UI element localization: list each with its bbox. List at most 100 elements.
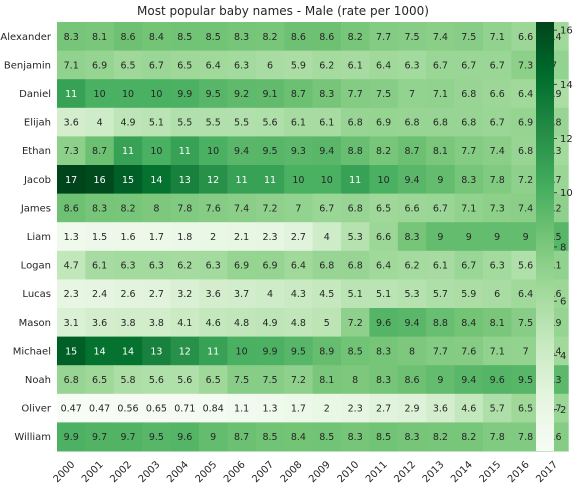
heatmap-cell	[199, 79, 228, 109]
cell-value-label: 7.1	[461, 203, 476, 214]
cell-value-label: 1.3	[64, 232, 79, 243]
cell-value-label: 10	[292, 175, 304, 186]
y-tick-label: Elijah	[24, 118, 51, 129]
heatmap-cell	[255, 22, 285, 52]
heatmap-cell	[511, 222, 541, 252]
cell-value-label: 6.7	[461, 261, 476, 272]
colorbar-tick-label: 16	[560, 26, 573, 37]
cell-value-label: 6.5	[206, 375, 221, 386]
cell-value-label: 7.1	[433, 89, 448, 100]
cell-value-label: 9.6	[376, 318, 391, 329]
cell-value-label: 7.5	[518, 318, 533, 329]
heatmap-cell	[199, 22, 228, 52]
cell-value-label: 5.3	[348, 232, 363, 243]
cell-value-label: 6.8	[433, 118, 448, 129]
cell-value-label: 6.2	[319, 60, 334, 71]
heatmap-cell	[312, 50, 342, 80]
heatmap-cell	[454, 308, 484, 338]
heatmap-cell	[57, 193, 86, 223]
heatmap-cell	[483, 393, 512, 423]
x-tick-label: 2009	[307, 459, 333, 485]
cell-value-label: 8.2	[348, 32, 363, 43]
cell-value-label: 4.5	[319, 289, 334, 300]
heatmap-cell	[170, 393, 200, 423]
heatmap-cell	[312, 107, 342, 137]
cell-value-label: 6.8	[348, 118, 363, 129]
cell-value-label: 8.4	[461, 318, 476, 329]
heatmap-cell	[170, 222, 200, 252]
heatmap-cell	[255, 250, 285, 280]
colorbar-tick-label: 2	[560, 405, 566, 416]
heatmap-cell	[341, 422, 370, 452]
x-tick-label: 2011	[364, 459, 390, 485]
heatmap-cell	[369, 308, 399, 338]
heatmap-cell	[255, 50, 285, 80]
cell-value-label: 11	[264, 175, 276, 186]
heatmap-cell	[85, 365, 115, 395]
cell-value-label: 10	[94, 89, 106, 100]
heatmap-cell	[227, 193, 257, 223]
cell-value-label: 1.3	[262, 404, 277, 415]
heatmap-cell	[57, 79, 86, 109]
heatmap-cell	[369, 222, 399, 252]
cell-value-label: 7.8	[490, 175, 505, 186]
heatmap-cell	[397, 107, 427, 137]
heatmap-cell	[113, 365, 143, 395]
heatmap-cell	[85, 222, 115, 252]
heatmap-cell	[142, 50, 172, 80]
heatmap-cell	[341, 279, 370, 309]
cell-value-label: 9.2	[234, 89, 249, 100]
heatmap-cell	[312, 393, 342, 423]
cell-value-label: 2.7	[376, 404, 391, 415]
heatmap-cell	[227, 165, 257, 195]
cell-value-label: 9.4	[234, 146, 249, 157]
cell-value-label: 8.2	[461, 432, 476, 443]
cell-value-label: 6.4	[518, 289, 533, 300]
heatmap-cell	[113, 279, 143, 309]
cell-value-label: 8.6	[64, 203, 79, 214]
cell-value-label: 5.7	[433, 289, 448, 300]
cell-value-label: 8.3	[348, 432, 363, 443]
heatmap-cell	[255, 222, 285, 252]
heatmap-cell	[113, 136, 143, 166]
heatmap-cell	[227, 336, 257, 366]
heatmap-cell	[397, 193, 427, 223]
heatmap-cell	[113, 393, 143, 423]
cell-value-label: 8	[409, 346, 415, 357]
cell-value-label: 11	[65, 89, 77, 100]
heatmap-cell	[199, 222, 228, 252]
heatmap-cell	[255, 107, 285, 137]
heatmap-cell	[284, 250, 314, 280]
y-tick-label: Michael	[13, 346, 51, 357]
heatmap-cell	[113, 336, 143, 366]
cell-value-label: 13	[179, 175, 191, 186]
cell-value-label: 8.3	[461, 175, 476, 186]
heatmap-cell	[369, 107, 399, 137]
cell-value-label: 17	[65, 175, 77, 186]
cell-value-label: 6.6	[376, 232, 391, 243]
cell-value-label: 8.3	[404, 232, 419, 243]
cell-value-label: 6.3	[149, 261, 164, 272]
heatmap-cell	[57, 422, 86, 452]
heatmap-cell	[170, 136, 200, 166]
cell-value-label: 8.3	[319, 89, 334, 100]
heatmap-cell	[142, 336, 172, 366]
cell-value-label: 6.4	[206, 60, 221, 71]
heatmap-cell	[454, 50, 484, 80]
cell-value-label: 7.2	[348, 318, 363, 329]
heatmap-cell	[369, 165, 399, 195]
cell-value-label: 6.2	[177, 261, 192, 272]
heatmap-cell	[369, 250, 399, 280]
cell-value-label: 7.4	[433, 32, 448, 43]
cell-value-label: 9.6	[177, 432, 192, 443]
cell-value-label: 9.4	[319, 146, 334, 157]
cell-value-label: 6.4	[376, 261, 391, 272]
cell-value-label: 5.1	[376, 289, 391, 300]
heatmap-cell	[511, 279, 541, 309]
heatmap-cell	[341, 107, 370, 137]
cell-value-label: 6.5	[518, 404, 533, 415]
cell-value-label: 9.4	[404, 175, 419, 186]
heatmap-cell	[426, 222, 456, 252]
cell-value-label: 1.7	[291, 404, 306, 415]
cell-value-label: 8.4	[149, 32, 164, 43]
